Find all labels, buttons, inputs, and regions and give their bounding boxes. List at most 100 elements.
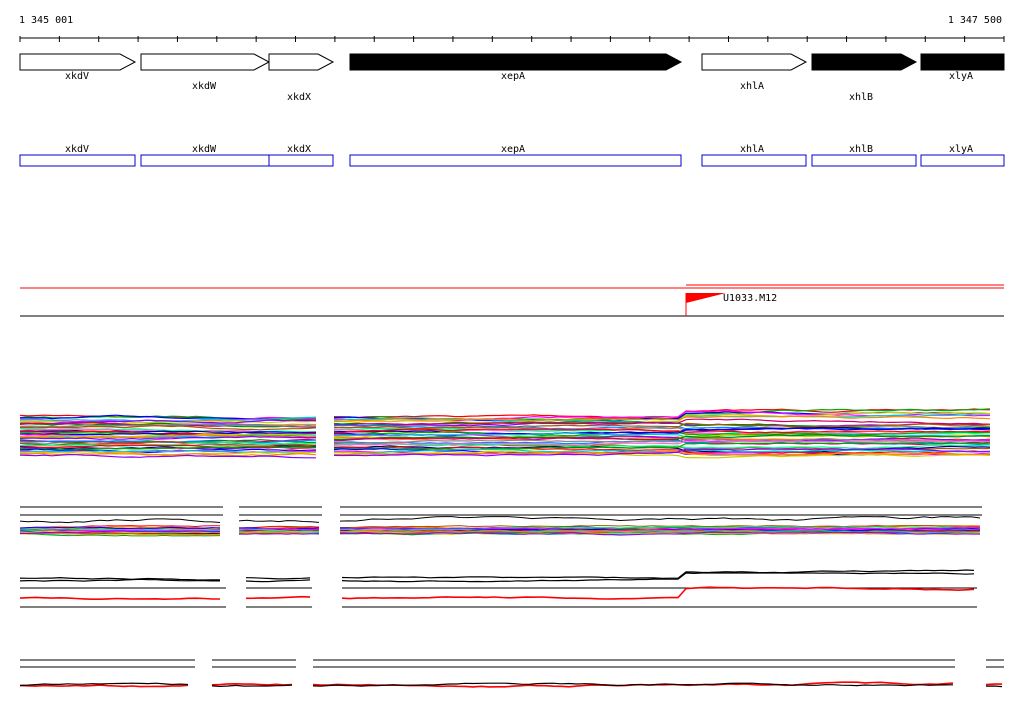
condition-series-line — [333, 432, 990, 439]
tiling-series-line — [339, 529, 981, 535]
strand-series-line — [312, 682, 954, 687]
gene-arrow[interactable] — [268, 53, 335, 71]
condition-series-line — [333, 411, 991, 424]
average-series-line — [19, 578, 220, 582]
strand-series-line — [19, 682, 189, 686]
condition-series-line — [19, 431, 317, 436]
transcript-label: xkdX — [287, 144, 311, 155]
tiling-upper-line — [238, 519, 320, 523]
condition-series-line — [19, 423, 317, 428]
average-series-line — [245, 577, 311, 580]
promoter-track: U1033.M12 — [20, 284, 1004, 317]
condition-series-line — [334, 428, 991, 434]
condition-series-line — [333, 437, 991, 445]
transcript-label: xkdW — [192, 144, 217, 155]
tiling-series-line — [238, 527, 320, 531]
transcript-box[interactable] — [920, 154, 1005, 167]
gene-label: xhlB — [849, 92, 873, 103]
tiling-series-line — [340, 531, 980, 536]
gene-arrow[interactable] — [701, 53, 808, 71]
gene-arrow[interactable] — [140, 53, 271, 71]
transcript-box[interactable] — [701, 154, 807, 167]
transcript-box[interactable] — [140, 154, 270, 167]
tiling-series-line — [238, 531, 320, 535]
gene-label: xepA — [501, 71, 525, 82]
transcript-xlyA[interactable]: xlyA — [920, 144, 1005, 167]
transcript-label: xhlB — [849, 144, 873, 155]
transcript-label: xepA — [501, 144, 525, 155]
transcript-xkdX[interactable]: xkdX — [268, 144, 334, 167]
gene-arrow[interactable] — [811, 53, 918, 71]
average-highlight-line — [19, 596, 220, 601]
condition-series-line — [333, 450, 991, 456]
condition-series-line — [19, 429, 317, 435]
expression-track-tiling — [19, 506, 982, 537]
gene-xkdW[interactable]: xkdW — [140, 53, 271, 92]
transcript-xhlB[interactable]: xhlB — [811, 144, 917, 167]
tiling-upper-line — [339, 516, 981, 522]
tiling-series-line — [339, 526, 980, 532]
strand-highlight-line — [985, 683, 1002, 686]
transcript-box[interactable] — [268, 154, 334, 167]
condition-series-line — [333, 442, 991, 451]
condition-series-line — [333, 422, 991, 430]
promoter-marker[interactable]: U1033.M12 — [685, 293, 777, 316]
condition-series-line — [19, 424, 317, 431]
condition-series-line — [333, 415, 991, 422]
gene-xkdV[interactable]: xkdV — [19, 53, 137, 82]
transcript-xhlA[interactable]: xhlA — [701, 144, 807, 167]
condition-series-line — [333, 440, 991, 447]
gene-xlyA[interactable]: xlyA — [920, 53, 1005, 82]
gene-label: xkdX — [287, 92, 311, 103]
condition-series-line — [19, 444, 317, 449]
tiling-series-line — [340, 528, 981, 534]
expression-track-average — [19, 569, 977, 608]
strand-series-line — [985, 685, 1003, 688]
promoter-flag-icon — [686, 293, 726, 303]
condition-series-line — [333, 443, 991, 450]
tiling-series-line — [19, 532, 221, 537]
region-start-label: 1 345 001 — [19, 15, 73, 26]
transcript-label: xlyA — [949, 144, 973, 155]
average-series-line — [19, 576, 220, 581]
transcript-label: xhlA — [740, 144, 764, 155]
gene-xhlB[interactable]: xhlB — [811, 53, 918, 103]
gene-arrow[interactable] — [349, 53, 683, 71]
average-series-line — [341, 572, 975, 583]
condition-series-line — [19, 433, 317, 439]
expression-track-strand — [19, 659, 1004, 688]
transcript-xkdW[interactable]: xkdW — [140, 144, 270, 167]
gene-label: xkdW — [192, 81, 217, 92]
strand-highlight-line — [19, 684, 189, 688]
gene-track: xkdV xkdW xkdX xepA xhlA xhlB xlyA — [19, 53, 1005, 103]
condition-series-line — [19, 445, 317, 451]
condition-series-line — [19, 450, 317, 454]
tiling-upper-line — [19, 518, 221, 524]
strand-series-line — [211, 684, 293, 688]
gene-xhlA[interactable]: xhlA — [701, 53, 808, 92]
tiling-series-line — [238, 533, 320, 535]
condition-series-line — [19, 419, 317, 425]
transcript-box[interactable] — [19, 154, 136, 167]
transcript-track: xkdV xkdW xkdX xepA xhlA xhlB xlyA — [19, 144, 1005, 167]
gene-label: xhlA — [740, 81, 764, 92]
tiling-series-line — [19, 531, 221, 536]
transcript-xkdV[interactable]: xkdV — [19, 144, 136, 167]
gene-xkdX[interactable]: xkdX — [268, 53, 335, 103]
promoter-label: U1033.M12 — [723, 293, 777, 304]
tiling-series-line — [238, 530, 320, 533]
gene-label: xlyA — [949, 71, 973, 82]
transcript-box[interactable] — [811, 154, 917, 167]
gene-arrow[interactable] — [19, 53, 137, 71]
condition-series-line — [19, 441, 317, 447]
tiling-series-line — [19, 526, 221, 529]
condition-series-line — [19, 433, 317, 438]
region-end-label: 1 347 500 — [948, 15, 1002, 26]
tiling-series-line — [20, 530, 220, 534]
transcript-box[interactable] — [349, 154, 682, 167]
gene-arrow[interactable] — [920, 53, 1005, 71]
gene-xepA[interactable]: xepA — [349, 53, 683, 82]
condition-series-line — [19, 435, 317, 440]
transcript-xepA[interactable]: xepA — [349, 144, 682, 167]
